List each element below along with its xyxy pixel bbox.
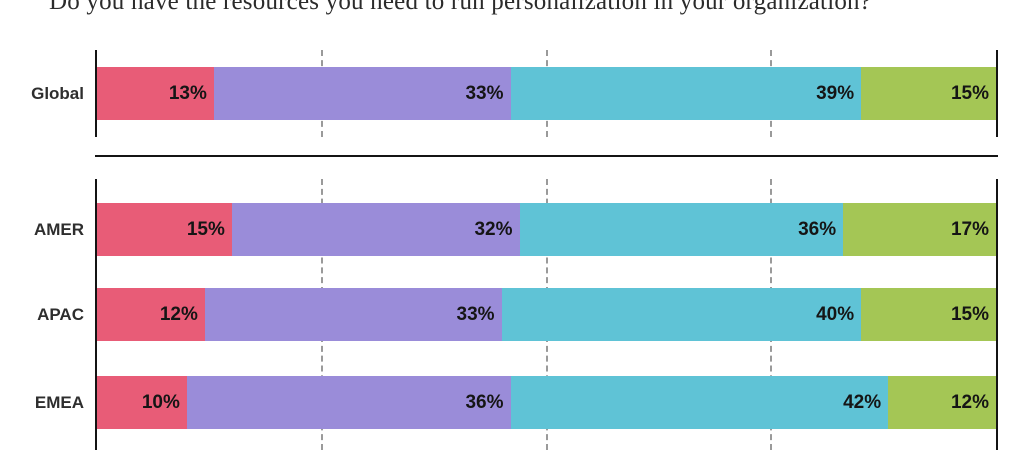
row-label-amer: AMER (33, 220, 84, 239)
segment-value-label: 15% (186, 218, 225, 240)
pink-segment: 12% (97, 288, 205, 341)
green-segment: 12% (888, 376, 996, 429)
row-label-global: Global (31, 84, 84, 103)
row-label-apac: APAC (37, 305, 84, 324)
teal-segment: 42% (510, 376, 889, 429)
row-label-emea: EMEA (34, 393, 84, 412)
pink-segment: 10% (97, 376, 187, 429)
purple-segment: 36% (186, 376, 511, 429)
chart-title: Do you have the resources you need to ru… (49, 0, 872, 15)
segment-value-label: 36% (465, 391, 504, 413)
green-segment: 17% (843, 203, 996, 256)
segment-value-label: 12% (159, 303, 198, 325)
bar-row-emea: 10% 36% 42% 12% (97, 376, 996, 429)
pink-segment: 13% (97, 67, 214, 120)
green-segment: 15% (861, 67, 996, 120)
teal-segment: 36% (519, 203, 844, 256)
segment-value-label: 15% (950, 82, 989, 104)
purple-segment: 33% (213, 67, 511, 120)
segment-value-label: 36% (798, 218, 837, 240)
bar-row-apac: 12% 33% 40% 15% (97, 288, 996, 341)
segment-value-label: 15% (950, 303, 989, 325)
segment-value-label: 13% (168, 82, 207, 104)
segment-value-label: 32% (474, 218, 513, 240)
purple-segment: 33% (204, 288, 502, 341)
segment-value-label: 42% (843, 391, 882, 413)
teal-segment: 40% (501, 288, 862, 341)
group-separator-line (95, 155, 998, 157)
green-segment: 15% (861, 288, 996, 341)
segment-value-label: 33% (465, 82, 504, 104)
bar-row-global: 13% 33% 39% 15% (97, 67, 996, 120)
segment-value-label: 10% (141, 391, 180, 413)
chart-group-regions: 15% 32% 36% 17% 12% 33% 40% 15% 10% 36% 42% 12% (95, 179, 998, 450)
purple-segment: 32% (231, 203, 520, 256)
segment-value-label: 17% (950, 218, 989, 240)
bar-row-amer: 15% 32% 36% 17% (97, 203, 996, 256)
segment-value-label: 39% (816, 82, 855, 104)
teal-segment: 39% (510, 67, 862, 120)
segment-value-label: 40% (816, 303, 855, 325)
chart-group-global: 13% 33% 39% 15% (95, 50, 998, 137)
segment-value-label: 12% (950, 391, 989, 413)
pink-segment: 15% (97, 203, 232, 256)
segment-value-label: 33% (456, 303, 495, 325)
